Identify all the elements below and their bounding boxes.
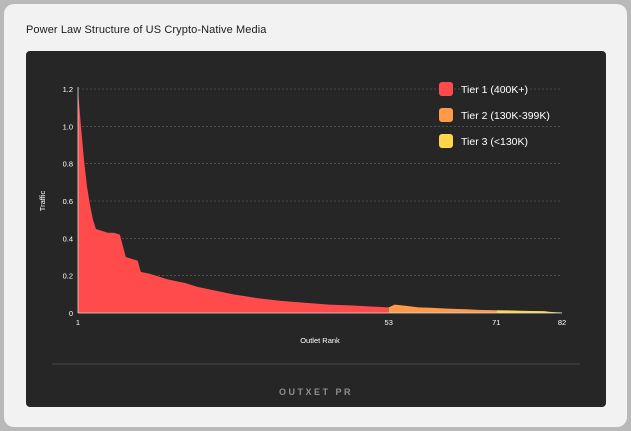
legend-label: Tier 1 (400K+) — [461, 84, 528, 96]
legend-swatch — [439, 108, 453, 122]
series-areas — [78, 89, 562, 313]
x-tick-label: 71 — [492, 318, 500, 327]
x-tick-label: 53 — [385, 318, 393, 327]
legend-swatch — [439, 134, 453, 148]
y-tick-label: 0.8 — [63, 160, 73, 169]
y-tick-label: 0.4 — [63, 234, 73, 243]
axes — [77, 87, 562, 314]
x-axis-label: Outlet Rank — [300, 336, 340, 345]
brand-logo: OUTXET PR — [278, 387, 353, 397]
y-axis-label: Traffic — [38, 191, 47, 212]
chart-title: Power Law Structure of US Crypto-Native … — [26, 24, 267, 36]
y-tick-label: 0.2 — [63, 272, 73, 281]
y-tick-labels: 0 0.2 0.4 0.6 0.8 1.0 1.2 — [63, 85, 73, 318]
legend: Tier 1 (400K+) Tier 2 (130K-399K) Tier 3 (… — [439, 82, 550, 148]
y-tick-label: 0.6 — [63, 197, 73, 206]
x-tick-label: 1 — [76, 318, 80, 327]
y-tick-label: 0 — [69, 309, 73, 318]
x-tick-label: 82 — [558, 318, 566, 327]
chart-svg: 0 0.2 0.4 0.6 0.8 1.0 1.2 1 53 71 82 Traffic Outl… — [38, 82, 580, 365]
series-area — [388, 304, 497, 313]
grid-lines — [78, 88, 562, 276]
legend-label: Tier 2 (130K-399K) — [461, 110, 550, 122]
y-tick-label: 1.0 — [63, 122, 73, 131]
legend-swatch — [439, 82, 453, 96]
series-area — [78, 89, 389, 313]
chart-card: Power Law Structure of US Crypto-Native … — [4, 4, 627, 427]
x-tick-labels: 1 53 71 82 — [76, 318, 566, 327]
series-area — [496, 310, 562, 313]
chart-panel: 0 0.2 0.4 0.6 0.8 1.0 1.2 1 53 71 82 Traffic Outl… — [26, 51, 606, 407]
legend-label: Tier 3 (<130K) — [461, 136, 528, 148]
y-tick-label: 1.2 — [63, 85, 73, 94]
